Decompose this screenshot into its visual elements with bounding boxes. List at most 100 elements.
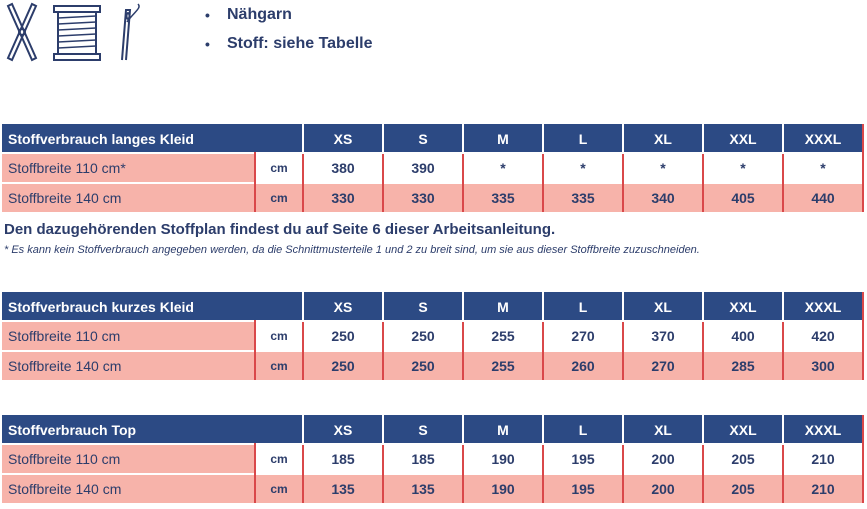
- table-cell: 255: [463, 350, 544, 380]
- row-label: Stoffbreite 110 cm*: [2, 152, 256, 183]
- table-cell: 200: [623, 443, 705, 474]
- size-header: XS: [303, 293, 384, 321]
- footnote: * Es kann kein Stoffverbrauch angegeben …: [4, 244, 700, 256]
- table-title: Stoffverbrauch kurzes Kleid: [2, 293, 304, 321]
- size-header: L: [543, 416, 625, 444]
- table-cell: 420: [783, 320, 864, 351]
- table-cell: 195: [543, 473, 625, 503]
- row-label: Stoffbreite 110 cm: [2, 443, 256, 474]
- table-cell: 250: [303, 320, 384, 351]
- table-cell: 185: [383, 443, 465, 474]
- table-cell: *: [623, 152, 704, 183]
- table-cell: 400: [703, 320, 784, 351]
- table-cell: 135: [303, 473, 385, 503]
- scissors-icon: [6, 2, 38, 62]
- table-cell: 135: [383, 473, 465, 503]
- table-cell: 270: [623, 350, 704, 380]
- bullet-dot: •: [205, 7, 210, 23]
- table-cell: 270: [543, 320, 624, 351]
- table-cell: 300: [783, 350, 864, 380]
- size-header: M: [463, 125, 544, 153]
- table-cell: 260: [543, 350, 624, 380]
- table-cell: 190: [463, 443, 545, 474]
- size-header: XXL: [703, 125, 784, 153]
- materials-list: • Nähgarn • Stoff: siehe Tabelle: [205, 3, 373, 61]
- fabric-table-top: Stoffverbrauch Top XS S M L XL XXL XXXL …: [2, 415, 865, 503]
- table-cell: 210: [783, 473, 865, 503]
- row-unit: cm: [255, 182, 304, 212]
- table-row: Stoffbreite 140 cm cm 330 330 335 335 34…: [2, 182, 864, 212]
- table-row: Stoffbreite 110 cm cm 250 250 255 270 37…: [2, 320, 864, 351]
- table-cell: 380: [303, 152, 384, 183]
- row-label: Stoffbreite 140 cm: [2, 350, 256, 380]
- thread-spool-icon: [53, 5, 101, 61]
- table-cell: 335: [463, 182, 544, 212]
- size-header: M: [463, 416, 545, 444]
- table-cell: 200: [623, 473, 705, 503]
- needle-icon: [121, 3, 140, 61]
- table-cell: 255: [463, 320, 544, 351]
- table-cell: 250: [303, 350, 384, 380]
- table-row: Stoffbreite 140 cm cm 250 250 255 260 27…: [2, 350, 864, 380]
- table-cell: 440: [783, 182, 864, 212]
- size-header: XL: [623, 125, 704, 153]
- row-unit: cm: [255, 473, 305, 503]
- table-title: Stoffverbrauch Top: [2, 416, 305, 444]
- size-header: XL: [623, 416, 705, 444]
- size-header: L: [543, 293, 624, 321]
- sewing-icons: [6, 2, 140, 62]
- fabric-table-short-dress: Stoffverbrauch kurzes Kleid XS S M L XL …: [2, 292, 864, 380]
- table-cell: 210: [783, 443, 865, 474]
- size-header: S: [383, 293, 464, 321]
- size-header: XXL: [703, 416, 785, 444]
- table-header-row: Stoffverbrauch kurzes Kleid XS S M L XL …: [2, 293, 864, 321]
- table-cell: *: [463, 152, 544, 183]
- table-title: Stoffverbrauch langes Kleid: [2, 125, 304, 153]
- table-cell: 405: [703, 182, 784, 212]
- size-header: XXXL: [783, 293, 864, 321]
- size-header: XXXL: [783, 125, 864, 153]
- table-cell: 190: [463, 473, 545, 503]
- table-header-row: Stoffverbrauch langes Kleid XS S M L XL …: [2, 125, 864, 153]
- table-cell: *: [703, 152, 784, 183]
- table-cell: 335: [543, 182, 624, 212]
- materials-item-label: Stoff: siehe Tabelle: [227, 35, 373, 52]
- size-header: XXXL: [783, 416, 865, 444]
- fabric-table-long-dress: Stoffverbrauch langes Kleid XS S M L XL …: [2, 124, 864, 212]
- table-row: Stoffbreite 110 cm cm 185 185 190 195 20…: [2, 443, 865, 474]
- table-cell: 370: [623, 320, 704, 351]
- row-label: Stoffbreite 140 cm: [2, 182, 256, 212]
- materials-item-label: Nähgarn: [227, 6, 292, 23]
- table-cell: 250: [383, 350, 464, 380]
- table-cell: 250: [383, 320, 464, 351]
- row-unit: cm: [255, 320, 304, 351]
- table-cell: *: [543, 152, 624, 183]
- table-cell: 340: [623, 182, 704, 212]
- bullet-dot: •: [205, 36, 210, 52]
- table-row: Stoffbreite 140 cm cm 135 135 190 195 20…: [2, 473, 865, 503]
- size-header: XS: [303, 125, 384, 153]
- size-header: XS: [303, 416, 385, 444]
- row-unit: cm: [255, 443, 305, 474]
- table-cell: 330: [303, 182, 384, 212]
- size-header: XXL: [703, 293, 784, 321]
- materials-item-fabric: • Stoff: siehe Tabelle: [205, 32, 373, 56]
- row-label: Stoffbreite 140 cm: [2, 473, 256, 503]
- size-header: L: [543, 125, 624, 153]
- table-cell: 185: [303, 443, 385, 474]
- size-header: S: [383, 416, 465, 444]
- materials-item-thread: • Nähgarn: [205, 3, 373, 27]
- table-cell: *: [783, 152, 864, 183]
- table-cell: 205: [703, 443, 785, 474]
- table-cell: 195: [543, 443, 625, 474]
- size-header: M: [463, 293, 544, 321]
- table-row: Stoffbreite 110 cm* cm 380 390 * * * * *: [2, 152, 864, 183]
- size-header: XL: [623, 293, 704, 321]
- row-unit: cm: [255, 350, 304, 380]
- row-unit: cm: [255, 152, 304, 183]
- table-cell: 285: [703, 350, 784, 380]
- table-cell: 205: [703, 473, 785, 503]
- table-cell: 390: [383, 152, 464, 183]
- row-label: Stoffbreite 110 cm: [2, 320, 256, 351]
- size-header: S: [383, 125, 464, 153]
